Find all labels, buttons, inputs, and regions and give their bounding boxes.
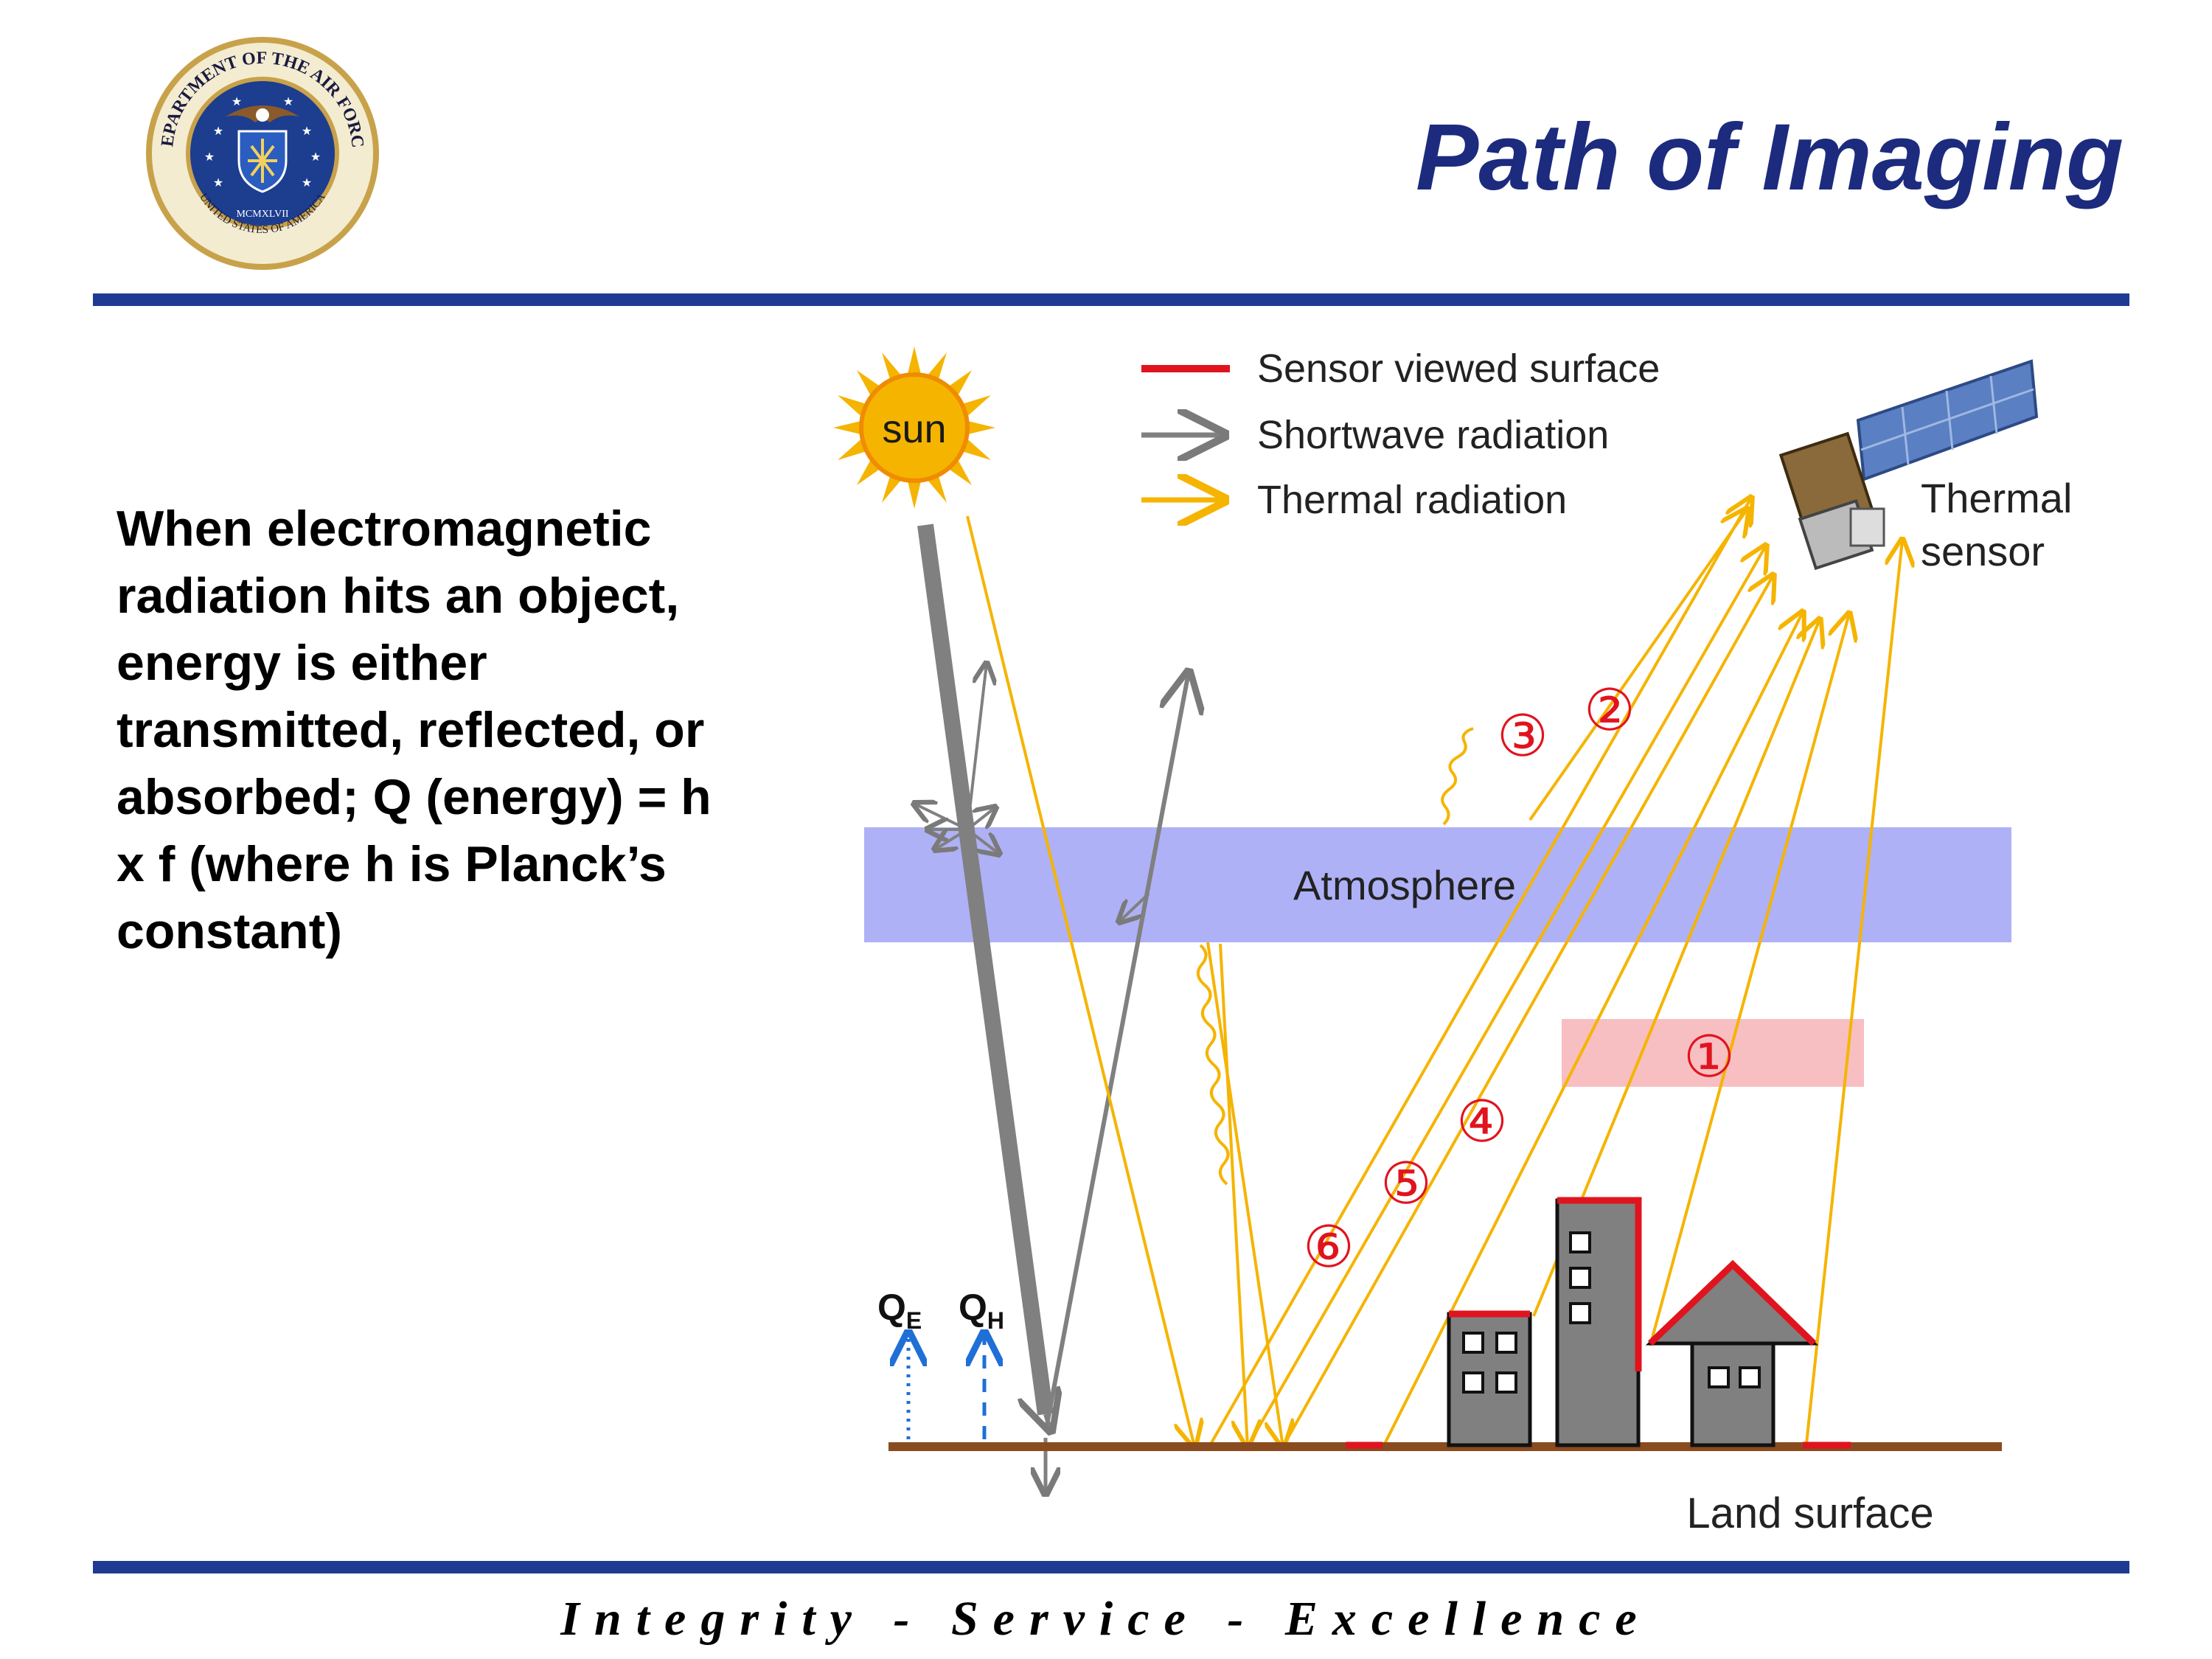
path-number-3: ③ [1497,703,1548,770]
satellite-icon [1778,359,2039,571]
path-number-5: ⑤ [1380,1151,1432,1217]
path-number-1: ① [1683,1024,1735,1091]
atmospheric-emission-wave-down [1196,944,1230,1186]
near-surface-layer [1562,1019,1864,1087]
svg-text:★: ★ [310,150,321,164]
land-surface-label: Land surface [1686,1489,1933,1537]
svg-text:★: ★ [283,94,293,108]
svg-text:★: ★ [302,124,312,138]
air-force-seal-logo: DEPARTMENT OF THE AIR FORCE UNITED STATE… [145,35,379,270]
flux-qe-label: QE [877,1287,922,1334]
thermal-radiation-arrows [966,498,1902,1447]
building-left [1447,1310,1532,1447]
sensor-label-line2: sensor [1921,528,2045,574]
body-text: When electromagnetic radiation hits an o… [116,501,712,959]
legend-item-sensor-viewed-surface: Sensor viewed surface [1257,347,1660,391]
svg-text:★: ★ [232,94,242,108]
legend: Sensor viewed surface Shortwave radiatio… [1141,347,1660,522]
top-divider [93,293,2129,306]
path-number-6: ⑥ [1303,1214,1354,1281]
svg-text:★: ★ [213,175,223,189]
svg-text:★: ★ [204,150,215,164]
footer-motto: Integrity - Service - Excellence [560,1592,1652,1646]
slide-title: Path of Imaging [1416,105,2124,210]
sun-icon [833,347,995,509]
sensor-label-line1: Thermal [1921,475,2072,521]
legend-item-thermal-radiation: Thermal radiation [1257,478,1567,522]
legend-item-shortwave-radiation: Shortwave radiation [1257,413,1609,457]
svg-text:★: ★ [213,124,223,138]
house [1645,1259,1819,1447]
atmosphere-label: Atmosphere [1293,862,1516,908]
seal-year: MCMXLVII [236,209,288,220]
path-number-2: ② [1584,678,1635,744]
atmosphere-band [864,827,2011,942]
flux-qh-label: QH [959,1287,1004,1334]
scatter-arrows [914,664,999,854]
building-tall [1555,1197,1642,1447]
bottom-divider [93,1561,2129,1573]
reflected-shortwave-arrow [1045,672,1189,1425]
incoming-shortwave-beam [917,524,1054,1416]
sun-label: sun [882,407,946,451]
svg-text:★: ★ [302,175,312,189]
atmospheric-emission-wave-up [1441,727,1474,826]
path-number-4: ④ [1456,1089,1508,1155]
